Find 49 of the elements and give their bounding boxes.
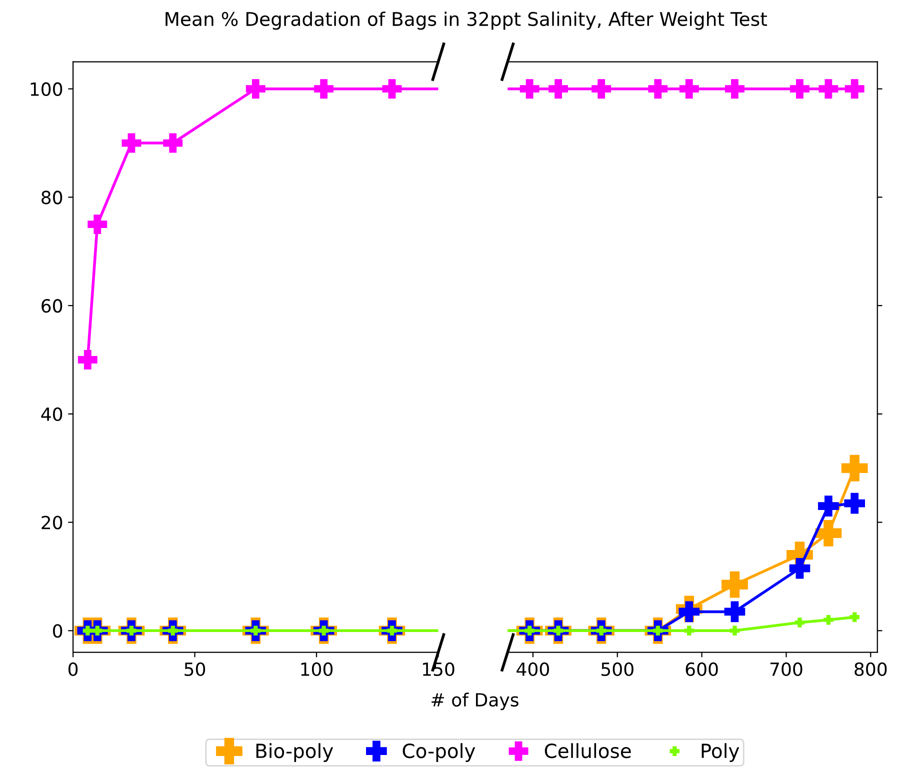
point: [163, 133, 183, 153]
point: [724, 601, 746, 622]
point: [824, 614, 834, 625]
point: [844, 492, 866, 514]
y-tick-label: 80: [42, 190, 62, 204]
x-tick-label: 600: [686, 662, 718, 676]
point: [314, 79, 334, 99]
point: [592, 79, 612, 99]
point: [841, 454, 868, 482]
point: [679, 79, 699, 99]
x-tick-label: 100: [301, 662, 333, 676]
point: [730, 626, 740, 636]
point: [88, 214, 108, 234]
point: [815, 520, 842, 546]
point: [818, 79, 838, 99]
x-axis-title: # of Days: [432, 692, 518, 710]
point: [648, 79, 668, 99]
y-tick-label: 40: [41, 407, 62, 422]
y-tick-label: 60: [42, 299, 62, 313]
x-tick-label: 400: [516, 662, 549, 676]
x-tick-label: 50: [184, 662, 206, 676]
point: [548, 79, 568, 99]
legend-label: Poly: [702, 743, 740, 762]
legend-label: Co-poly: [402, 743, 476, 762]
y-tick-label: 100: [30, 82, 62, 96]
point: [725, 79, 744, 99]
x-tick-label: 150: [422, 662, 454, 676]
chart-title: Mean % Degradation of Bags in 32ppt Salinity, After Weight Test: [166, 12, 768, 30]
point: [790, 79, 810, 99]
y-tick-label: 0: [53, 624, 62, 638]
point: [722, 571, 748, 598]
legend-label: Cellulose: [544, 743, 631, 758]
x-tick-label: 0: [68, 662, 78, 676]
y-tick-label: 20: [42, 516, 62, 530]
x-tick-label: 700: [770, 662, 802, 676]
point: [122, 133, 142, 153]
point: [794, 618, 805, 628]
point: [789, 558, 810, 579]
legend-label: Bio-poly: [256, 743, 334, 762]
point: [382, 79, 402, 99]
point: [844, 79, 864, 99]
point: [520, 79, 540, 99]
point: [850, 612, 860, 622]
x-tick-label: 800: [854, 662, 887, 676]
point: [246, 79, 266, 99]
x-tick-label: 500: [602, 662, 634, 676]
point: [78, 350, 98, 370]
point: [818, 496, 839, 516]
point: [684, 626, 694, 636]
